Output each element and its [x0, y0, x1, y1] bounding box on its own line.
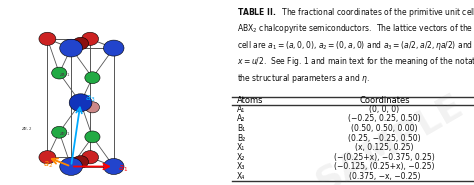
Text: X₄: X₄ [237, 172, 246, 181]
Circle shape [39, 32, 56, 46]
Text: (0, 0, 0): (0, 0, 0) [370, 105, 400, 114]
Circle shape [52, 67, 67, 79]
Circle shape [63, 160, 80, 173]
Text: (x, 0.125, 0.25): (x, 0.125, 0.25) [356, 143, 414, 152]
Text: $a_1$: $a_1$ [118, 163, 129, 174]
Text: $\mathbf{TABLE\ II.}$  The fractional coordinates of the primitive unit cell of
: $\mathbf{TABLE\ II.}$ The fractional coo… [237, 6, 474, 85]
Circle shape [85, 131, 100, 143]
Text: Atoms: Atoms [237, 96, 264, 105]
Circle shape [39, 151, 56, 164]
Circle shape [60, 39, 82, 57]
Text: $z_{B,1}$: $z_{B,1}$ [59, 131, 71, 138]
Text: A₁: A₁ [237, 105, 246, 114]
Circle shape [82, 32, 99, 46]
Text: $z_{A,1}$: $z_{A,1}$ [59, 72, 71, 79]
Circle shape [82, 151, 99, 164]
Text: B₂: B₂ [237, 134, 246, 143]
Circle shape [52, 126, 67, 138]
Text: (0.50, 0.50, 0.00): (0.50, 0.50, 0.00) [351, 124, 418, 133]
Circle shape [103, 40, 124, 56]
Text: X₂: X₂ [237, 153, 246, 162]
Text: X₃: X₃ [237, 162, 246, 171]
Circle shape [69, 94, 92, 112]
Circle shape [105, 160, 122, 173]
Circle shape [103, 159, 124, 174]
Text: A₂: A₂ [237, 114, 246, 123]
Text: $a_3$: $a_3$ [85, 94, 96, 104]
Text: $z_{B,2}$: $z_{B,2}$ [21, 126, 33, 133]
Circle shape [73, 156, 89, 168]
Text: X₁: X₁ [237, 143, 246, 152]
Circle shape [60, 158, 82, 175]
Text: (−0.125, (0.25+x), −0.25): (−0.125, (0.25+x), −0.25) [334, 162, 435, 171]
Text: (0.375, −x, −0.25): (0.375, −x, −0.25) [349, 172, 420, 181]
Text: (0.25, −0.25, 0.50): (0.25, −0.25, 0.50) [348, 134, 421, 143]
Circle shape [85, 102, 100, 113]
Text: $a_2$: $a_2$ [43, 159, 53, 170]
Circle shape [105, 41, 122, 55]
Text: SAMPLE: SAMPLE [310, 88, 469, 185]
Text: (−0.25, 0.25, 0.50): (−0.25, 0.25, 0.50) [348, 114, 421, 123]
Text: (−(0.25+x), −0.375, 0.25): (−(0.25+x), −0.375, 0.25) [334, 153, 435, 162]
Circle shape [85, 72, 100, 84]
Text: Coordinates: Coordinates [359, 96, 410, 105]
Circle shape [73, 37, 89, 50]
Text: B₁: B₁ [237, 124, 245, 133]
Circle shape [63, 41, 80, 55]
